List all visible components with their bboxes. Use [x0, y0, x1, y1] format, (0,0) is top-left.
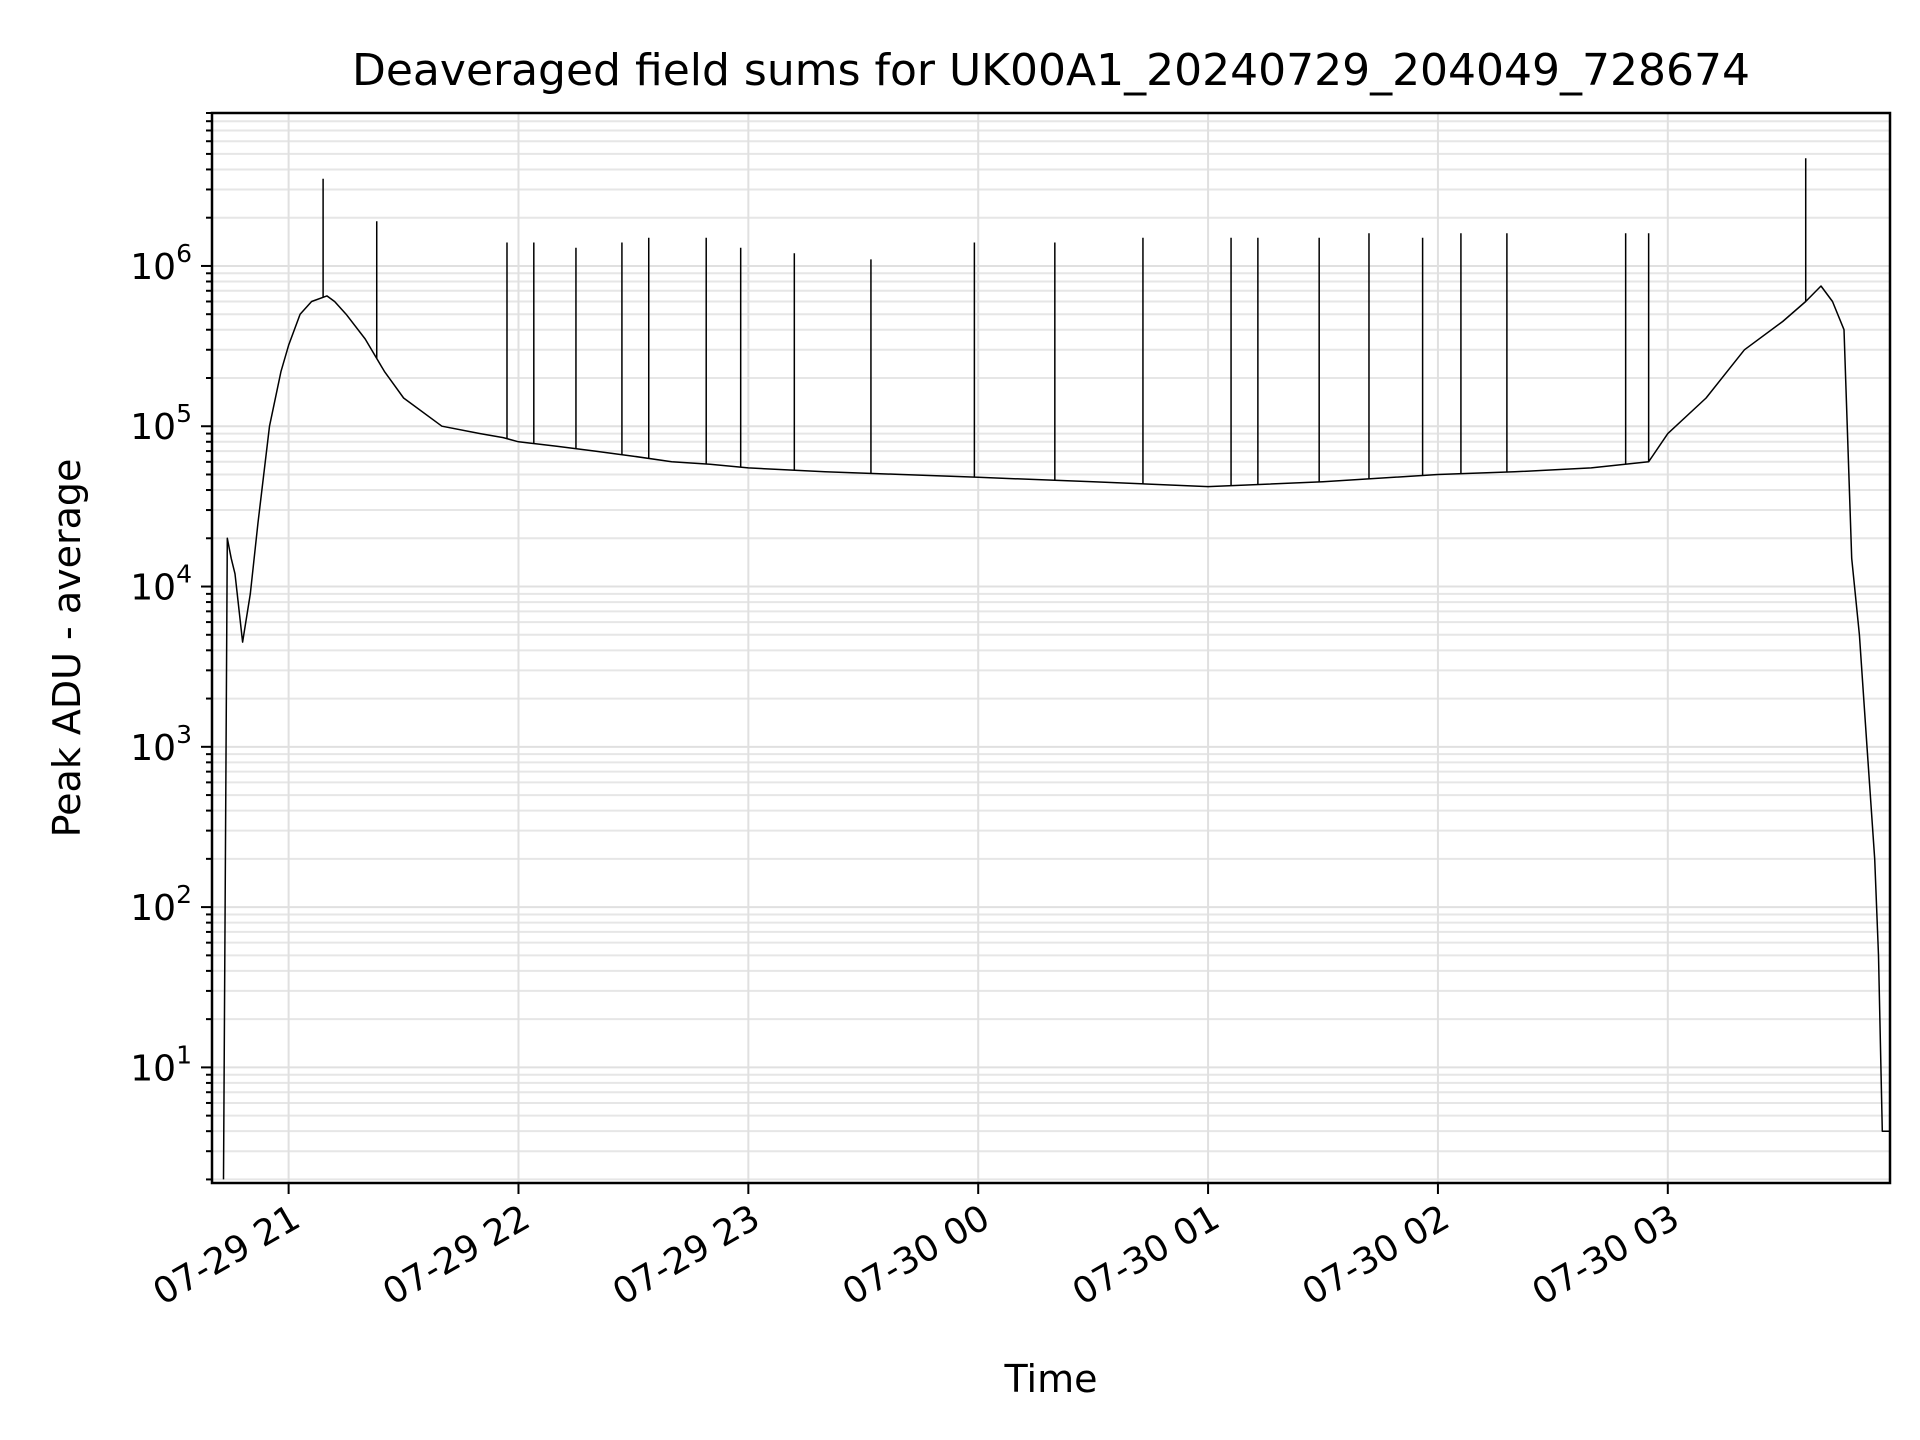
series-layer: [222, 158, 1890, 1180]
x-tick-label: 07-30 02: [1296, 1197, 1457, 1313]
y-tick-label: 106: [130, 239, 192, 288]
y-tick-label: 103: [130, 720, 192, 769]
x-tick-label: 07-29 21: [146, 1197, 307, 1313]
grid: [212, 112, 1890, 1183]
y-tick-label: 102: [130, 880, 192, 929]
y-tick-label: 104: [130, 560, 192, 609]
x-tick-label: 07-30 00: [836, 1197, 997, 1313]
x-tick-label: 07-29 22: [376, 1197, 537, 1313]
y-tick-label: 101: [130, 1040, 192, 1089]
x-tick-label: 07-30 01: [1066, 1197, 1227, 1313]
chart-title: Deaveraged field sums for UK00A1_2024072…: [352, 45, 1750, 96]
y-tick-label: 105: [130, 399, 192, 448]
x-tick-label: 07-30 03: [1526, 1197, 1687, 1313]
plot-area-frame: [210, 111, 1892, 1185]
x-tick-label: 07-29 23: [606, 1197, 767, 1313]
axis-ticks: 101 102 103 104 105 106 07-29 21 07-29 22 07-29 …: [130, 112, 1687, 1314]
series-line: [222, 285, 1890, 1180]
x-axis-label: Time: [1004, 1357, 1098, 1401]
y-axis-label: Peak ADU - average: [45, 459, 89, 838]
